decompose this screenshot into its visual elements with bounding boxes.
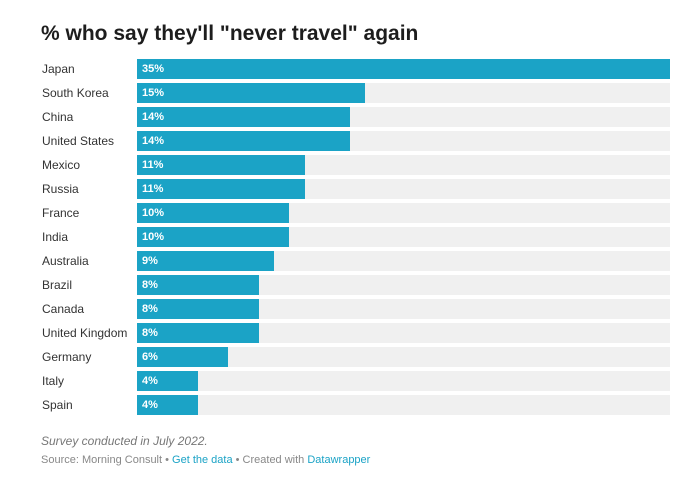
category-label: Germany: [42, 350, 92, 364]
bar: 15%: [137, 83, 366, 103]
bar-row: Russia 11%: [0, 177, 696, 201]
chart-title: % who say they'll "never travel" again: [41, 22, 419, 45]
category-label: Mexico: [42, 158, 81, 172]
bar-row: United Kingdom 8%: [0, 321, 696, 345]
bar-row: Canada 8%: [0, 297, 696, 321]
bar-track: 15%: [137, 83, 670, 103]
category-label: Italy: [42, 374, 65, 388]
value-label: 4%: [142, 399, 158, 411]
value-label: 8%: [142, 327, 158, 339]
bar-track: 8%: [137, 323, 670, 343]
bar: 8%: [137, 299, 259, 319]
value-label: 9%: [142, 255, 158, 267]
bar-row: Germany 6%: [0, 345, 696, 369]
bar: 6%: [137, 347, 229, 367]
category-label: France: [42, 206, 80, 220]
bar-track: 11%: [137, 155, 670, 175]
bar-row: United States 14%: [0, 129, 696, 153]
value-label: 6%: [142, 351, 158, 363]
value-label: 8%: [142, 279, 158, 291]
category-label: China: [42, 110, 74, 124]
created-with-text: • Created with: [232, 454, 308, 466]
survey-note: Survey conducted in July 2022.: [41, 434, 208, 448]
category-label: United Kingdom: [42, 326, 128, 340]
bar-row: Spain 4%: [0, 393, 696, 417]
category-label: United States: [42, 134, 115, 148]
bar: 8%: [137, 323, 259, 343]
bar-row: India 10%: [0, 225, 696, 249]
bar-track: 8%: [137, 299, 670, 319]
bar-track: 6%: [137, 347, 670, 367]
bar: 14%: [137, 131, 351, 151]
bar-track: 9%: [137, 251, 670, 271]
bar: 11%: [137, 179, 305, 199]
bar-track: 4%: [137, 395, 670, 415]
bar-row: Japan 35%: [0, 57, 696, 81]
datawrapper-link[interactable]: Datawrapper: [307, 454, 371, 466]
bar-track: 8%: [137, 275, 670, 295]
category-label: Canada: [42, 302, 85, 316]
bar-row: Brazil 8%: [0, 273, 696, 297]
bar-track: 4%: [137, 371, 670, 391]
bar-row: Australia 9%: [0, 249, 696, 273]
get-the-data-link[interactable]: Get the data: [172, 454, 233, 466]
bar: 10%: [137, 203, 290, 223]
value-label: 35%: [142, 63, 165, 75]
bar-row: Mexico 11%: [0, 153, 696, 177]
bar-row: Italy 4%: [0, 369, 696, 393]
bar-row: France 10%: [0, 201, 696, 225]
value-label: 14%: [142, 135, 165, 147]
value-label: 8%: [142, 303, 158, 315]
category-label: South Korea: [42, 86, 109, 100]
bar-track: 14%: [137, 107, 670, 127]
bar-row: China 14%: [0, 105, 696, 129]
bar: 9%: [137, 251, 275, 271]
bar-track: 11%: [137, 179, 670, 199]
bar: 14%: [137, 107, 351, 127]
bar-track: 10%: [137, 203, 670, 223]
bar-track: 10%: [137, 227, 670, 247]
value-label: 11%: [142, 159, 164, 171]
bar: 11%: [137, 155, 305, 175]
value-label: 15%: [142, 87, 165, 99]
bar: 35%: [137, 59, 670, 79]
value-label: 10%: [142, 231, 165, 243]
category-label: Australia: [42, 254, 89, 268]
category-label: India: [42, 230, 69, 244]
bar-track: 35%: [137, 59, 670, 79]
category-label: Spain: [42, 398, 73, 412]
bar: 8%: [137, 275, 259, 295]
category-label: Japan: [42, 62, 75, 76]
bar-track: 14%: [137, 131, 670, 151]
value-label: 11%: [142, 183, 164, 195]
value-label: 10%: [142, 207, 165, 219]
category-label: Russia: [42, 182, 79, 196]
category-label: Brazil: [42, 278, 73, 292]
source-text: Source: Morning Consult •: [41, 454, 173, 466]
bar-row: South Korea 15%: [0, 81, 696, 105]
value-label: 14%: [142, 111, 165, 123]
source-line: Source: Morning Consult • Get the data •…: [41, 454, 370, 466]
bar: 4%: [137, 395, 198, 415]
value-label: 4%: [142, 375, 158, 387]
bar: 10%: [137, 227, 290, 247]
bar: 4%: [137, 371, 198, 391]
